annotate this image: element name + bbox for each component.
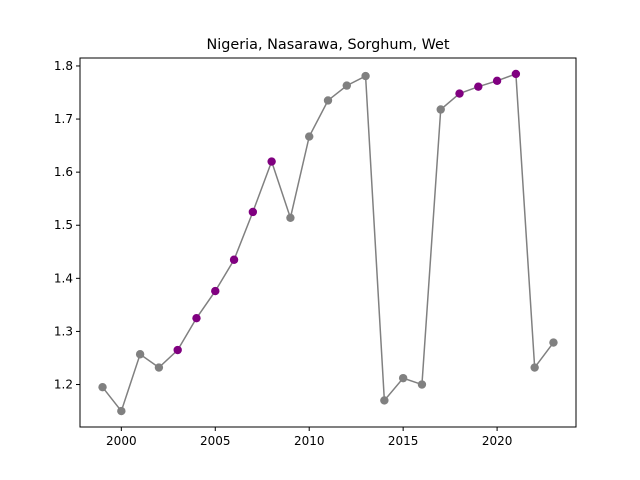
highlighted-data-point <box>192 313 201 323</box>
highlighted-data-point <box>511 69 521 79</box>
y-tick-label: 1.3 <box>54 324 73 338</box>
y-tick-label: 1.5 <box>54 218 73 232</box>
y-axis: 1.2 1.3 1.4 1.5 1.6 1.7 1.8 <box>54 59 80 392</box>
data-point <box>117 406 126 416</box>
highlighted-data-point <box>211 286 220 296</box>
data-point <box>98 382 107 392</box>
data-point <box>342 81 351 90</box>
plot-area <box>98 69 558 416</box>
x-tick-label: 2000 <box>106 434 137 448</box>
x-tick-label: 2005 <box>200 434 231 448</box>
highlighted-data-point <box>455 89 464 98</box>
y-tick-label: 1.2 <box>54 378 73 392</box>
highlighted-data-point <box>248 207 258 217</box>
highlighted-data-point <box>474 82 483 91</box>
y-tick-label: 1.7 <box>54 112 73 126</box>
axes-frame <box>79 57 577 428</box>
y-tick-label: 1.4 <box>54 271 73 285</box>
series-line <box>101 72 555 413</box>
data-point <box>417 380 427 389</box>
data-point <box>305 132 314 141</box>
y-tick-label: 1.8 <box>54 59 73 73</box>
chart-title: Nigeria, Nasarawa, Sorghum, Wet <box>206 37 449 53</box>
data-point <box>135 350 145 359</box>
data-point <box>530 363 539 372</box>
x-tick-label: 2015 <box>388 434 419 448</box>
data-point <box>549 338 558 347</box>
data-point <box>154 363 164 372</box>
highlighted-data-point <box>492 76 502 86</box>
highlighted-data-point <box>229 255 239 264</box>
data-point <box>361 71 370 81</box>
highlighted-data-point <box>173 345 182 355</box>
data-point <box>323 96 333 105</box>
x-axis: 2000 2005 2010 2015 2020 <box>106 427 512 448</box>
y-tick-label: 1.6 <box>54 165 73 179</box>
x-tick-label: 2020 <box>482 434 513 448</box>
data-point <box>398 373 408 383</box>
data-point <box>286 213 295 223</box>
highlighted-data-point <box>267 157 276 166</box>
data-point <box>380 396 389 405</box>
x-tick-label: 2010 <box>294 434 325 448</box>
data-point <box>436 105 445 114</box>
